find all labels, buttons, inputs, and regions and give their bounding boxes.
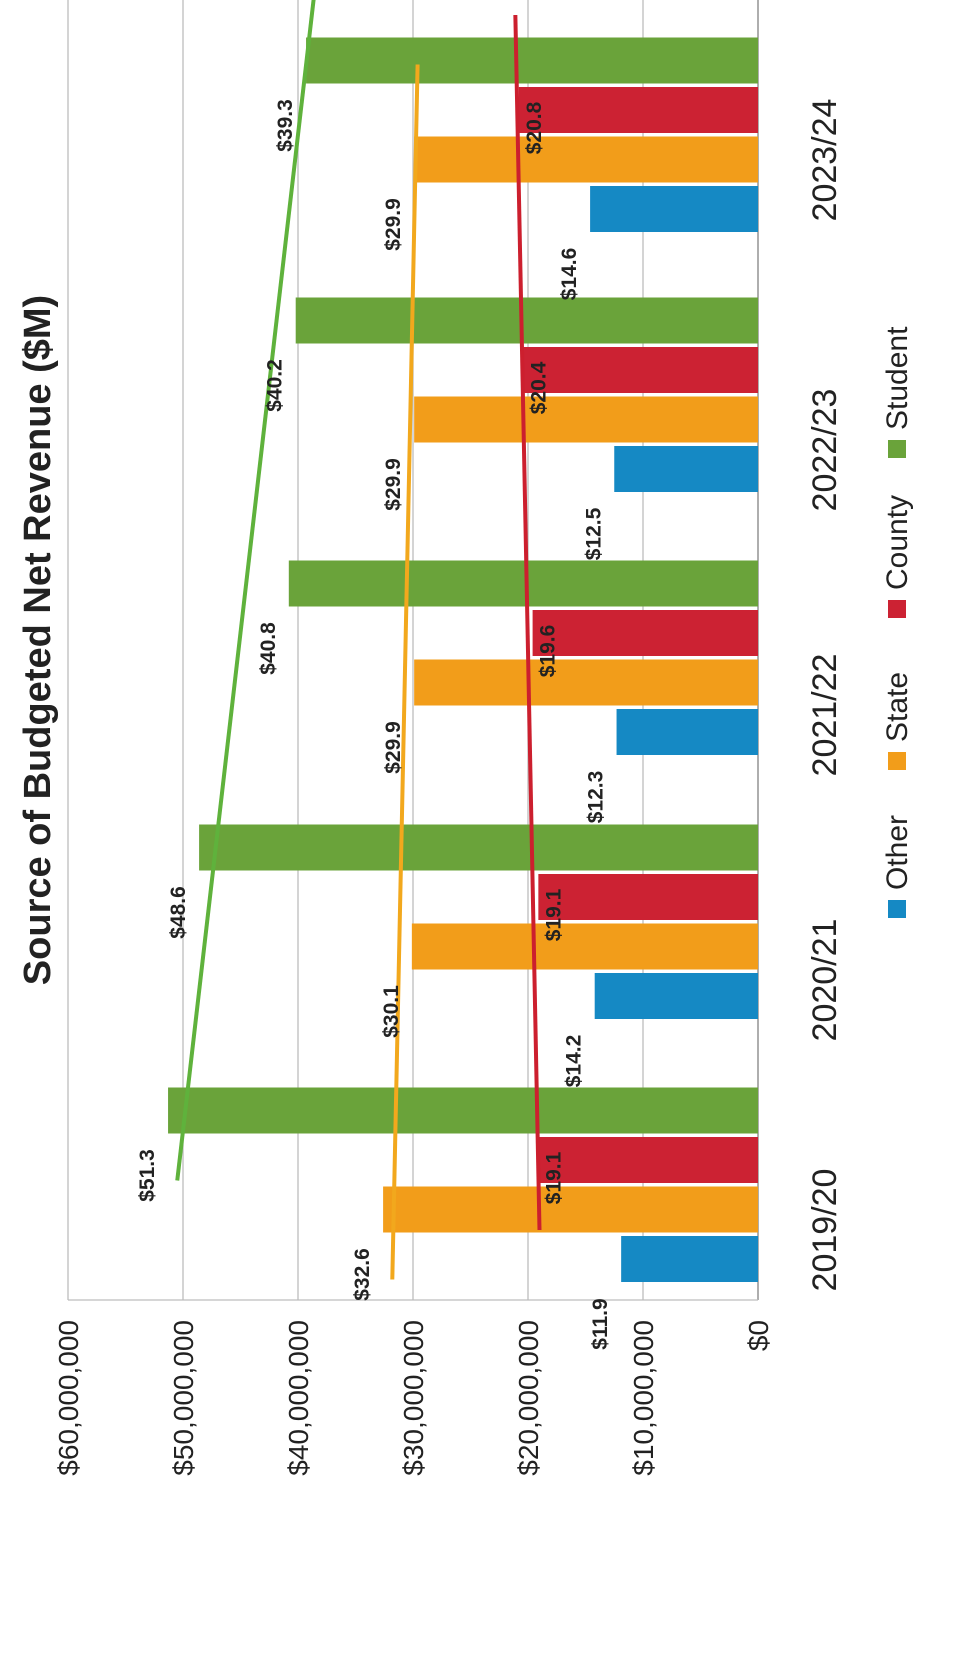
bar-student-1 — [199, 824, 759, 871]
trendline-county — [513, 14, 542, 1231]
bar-county-0 — [538, 1137, 758, 1183]
data-label-student-1: $48.6 — [167, 886, 190, 939]
data-label-student-0: $51.3 — [136, 1149, 159, 1202]
category-label-1: 2020/21 — [806, 919, 844, 1042]
value-axis-ticks: $0 $10,000,000 $20,000,000 $30,000,000 $40,0… — [53, 1320, 774, 1476]
bar-student-0 — [168, 1087, 759, 1134]
bar-student-2 — [288, 560, 758, 607]
category-axis-labels: 2019/20 2020/21 2021/22 2022/23 2023/24 — [806, 99, 844, 1292]
data-label-county-3: $20.4 — [527, 361, 550, 414]
bar-county-1 — [538, 874, 758, 920]
data-label-state-3: $29.9 — [382, 458, 405, 511]
data-labels-group: $11.9 $14.2 $12.3 $12.5 $14.6 $32.6 $30.1 $29.9… — [136, 99, 612, 1349]
bar-county-4 — [518, 87, 758, 133]
legend-swatch-state — [888, 752, 906, 770]
category-label-2: 2021/22 — [806, 654, 844, 777]
bar-other-3 — [614, 446, 758, 492]
data-label-state-1: $30.1 — [380, 985, 403, 1038]
legend-label-other: Other — [881, 815, 914, 890]
category-label-0: 2019/20 — [806, 1169, 844, 1292]
bar-state-1 — [411, 923, 758, 970]
bar-state-4 — [414, 136, 758, 183]
bar-state-2 — [414, 659, 758, 706]
data-label-other-3: $12.5 — [582, 507, 605, 560]
bar-county-3 — [523, 347, 758, 393]
bar-state-0 — [383, 1186, 758, 1233]
trendlines-group — [175, 0, 542, 1280]
bar-student-3 — [295, 297, 758, 344]
legend-swatch-other — [888, 900, 906, 918]
category-label-4: 2023/24 — [806, 99, 844, 222]
tick-label-4: $40,000,000 — [283, 1320, 314, 1476]
category-label-3: 2022/23 — [806, 389, 844, 512]
data-label-state-0: $32.6 — [351, 1248, 374, 1301]
legend-label-county: County — [881, 495, 914, 590]
bar-county-2 — [532, 610, 758, 656]
bar-other-0 — [621, 1236, 758, 1282]
tick-label-2: $20,000,000 — [513, 1320, 544, 1476]
tick-label-0: $0 — [743, 1320, 774, 1351]
data-label-student-2: $40.8 — [257, 622, 280, 675]
data-label-county-1: $19.1 — [542, 888, 565, 941]
data-label-county-4: $20.8 — [523, 101, 546, 154]
data-label-county-0: $19.1 — [542, 1151, 565, 1204]
bar-student-4 — [306, 37, 758, 84]
data-label-county-2: $19.6 — [537, 625, 560, 678]
data-label-other-4: $14.6 — [558, 248, 581, 301]
bar-other-1 — [594, 973, 758, 1019]
data-label-other-0: $11.9 — [589, 1298, 612, 1349]
legend-label-student: Student — [881, 326, 914, 430]
data-label-state-4: $29.9 — [382, 198, 405, 251]
data-label-other-1: $14.2 — [563, 1035, 586, 1088]
bar-other-2 — [616, 709, 758, 755]
bars-group — [168, 37, 759, 1282]
trendline-student — [175, 0, 316, 1181]
tick-label-5: $50,000,000 — [168, 1320, 199, 1476]
legend: Other State County Student — [881, 326, 914, 918]
legend-swatch-student — [888, 440, 906, 458]
tick-label-6: $60,000,000 — [53, 1320, 84, 1476]
chart-title: Source of Budgeted Net Revenue ($M) — [17, 295, 59, 985]
tick-label-1: $10,000,000 — [628, 1320, 659, 1476]
data-label-other-2: $12.3 — [585, 771, 608, 824]
tick-label-3: $30,000,000 — [398, 1320, 429, 1476]
bar-other-4 — [590, 186, 758, 232]
bar-state-3 — [414, 396, 758, 443]
trendline-state — [390, 64, 420, 1280]
legend-swatch-county — [888, 600, 906, 618]
legend-label-state: State — [881, 672, 914, 742]
data-label-student-4: $39.3 — [274, 99, 297, 152]
data-label-student-3: $40.2 — [264, 359, 287, 412]
data-label-state-2: $29.9 — [382, 721, 405, 774]
